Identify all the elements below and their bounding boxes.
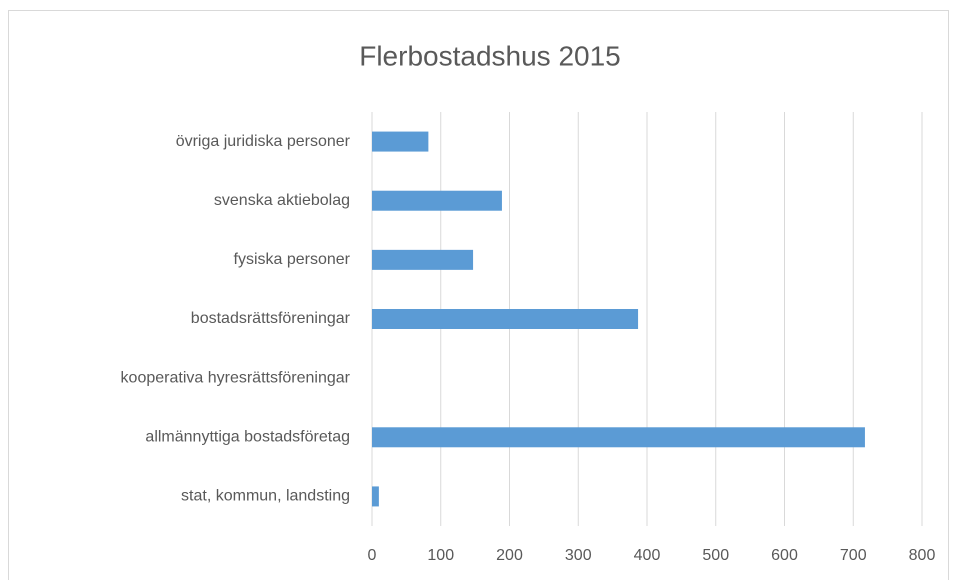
bar [372, 486, 379, 507]
chart-border [8, 10, 949, 580]
bar [372, 249, 474, 270]
y-tick-label: övriga juridiska personer [176, 133, 351, 150]
y-tick-label: allmännyttiga bostadsföretag [145, 429, 350, 446]
y-tick-label: stat, kommun, landsting [181, 488, 350, 505]
x-tick-label: 200 [496, 547, 523, 564]
x-tick-label: 400 [634, 547, 661, 564]
y-tick-label: fysiska personer [234, 251, 351, 268]
y-tick-label: kooperativa hyresrättsföreningar [121, 369, 351, 386]
x-tick-label: 800 [909, 547, 936, 564]
x-tick-label: 500 [702, 547, 729, 564]
bar [372, 309, 639, 329]
y-tick-label: svenska aktiebolag [214, 192, 350, 209]
x-tick-label: 700 [840, 547, 867, 564]
bar [372, 190, 502, 211]
x-tick-label: 0 [368, 547, 377, 564]
x-tick-label: 600 [771, 547, 798, 564]
bar [372, 427, 865, 448]
x-tick-label: 300 [565, 547, 592, 564]
chart-title: Flerbostadshus 2015 [359, 40, 621, 71]
bar [372, 131, 429, 152]
x-tick-label: 100 [427, 547, 454, 564]
y-tick-label: bostadsrättsföreningar [191, 310, 351, 327]
